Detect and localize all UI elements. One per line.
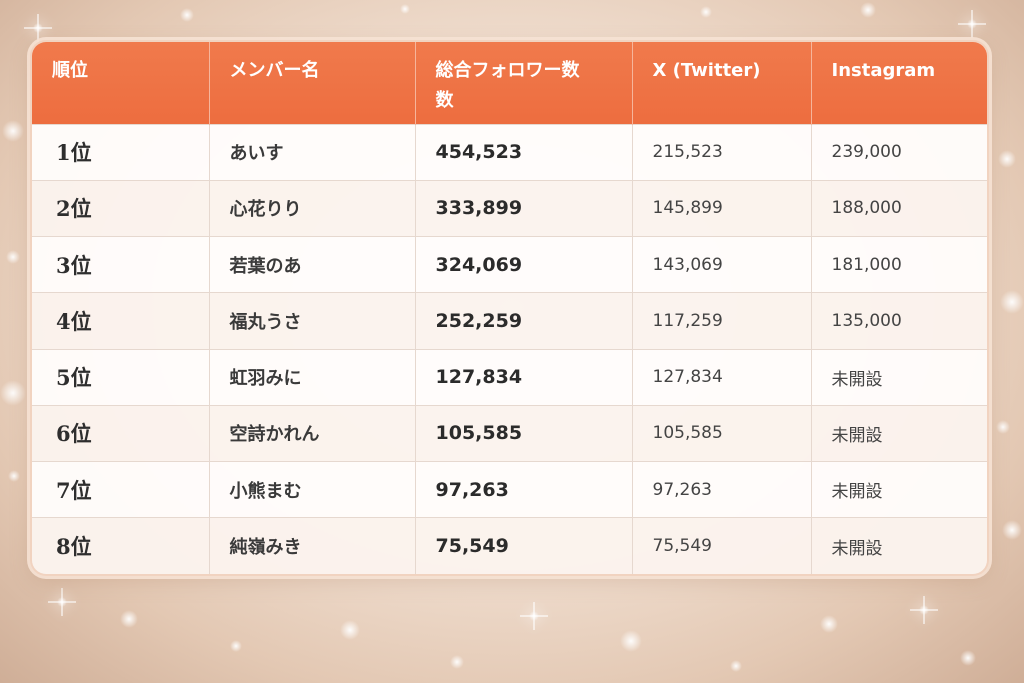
header-x-twitter: X (Twitter) <box>632 42 812 124</box>
member-name-cell: 空詩かれん <box>209 404 416 462</box>
sparkle-star-icon <box>910 596 938 624</box>
x-followers-cell: 105,585 <box>632 404 812 462</box>
table-row: 8位 純嶺みき 75,549 75,549 未開設 <box>32 517 987 574</box>
total-followers-cell: 252,259 <box>415 292 633 349</box>
table-row: 1位 あいす 454,523 215,523 239,000 <box>32 123 987 181</box>
total-followers-cell: 105,585 <box>415 404 633 462</box>
header-instagram: Instagram <box>811 42 987 124</box>
table-row: 7位 小熊まむ 97,263 97,263 未開設 <box>32 460 987 518</box>
table-row: 3位 若葉のあ 324,069 143,069 181,000 <box>32 235 987 293</box>
rank-cell: 3位 <box>32 235 210 293</box>
member-name-cell: 心花りり <box>209 179 416 237</box>
rank-cell: 8位 <box>32 517 210 574</box>
total-followers-cell: 324,069 <box>415 235 633 293</box>
rank-cell: 4位 <box>32 292 210 349</box>
total-followers-cell: 97,263 <box>415 460 633 518</box>
instagram-followers-cell: 135,000 <box>811 292 987 349</box>
instagram-followers-cell: 未開設 <box>811 404 987 462</box>
rank-cell: 2位 <box>32 179 210 237</box>
table-row: 5位 虹羽みに 127,834 127,834 未開設 <box>32 348 987 406</box>
instagram-followers-cell: 181,000 <box>811 235 987 293</box>
x-followers-cell: 127,834 <box>632 348 812 406</box>
member-name-cell: 虹羽みに <box>209 348 416 406</box>
x-followers-cell: 117,259 <box>632 292 812 349</box>
instagram-followers-cell: 未開設 <box>811 348 987 406</box>
header-member-name: メンバー名 <box>209 42 416 124</box>
x-followers-cell: 143,069 <box>632 235 812 293</box>
member-name-cell: 小熊まむ <box>209 460 416 518</box>
rank-cell: 6位 <box>32 404 210 462</box>
sparkle-star-icon <box>24 14 52 42</box>
instagram-followers-cell: 188,000 <box>811 179 987 237</box>
table-row: 4位 福丸うさ 252,259 117,259 135,000 <box>32 292 987 349</box>
rank-cell: 7位 <box>32 460 210 518</box>
ranking-table-card: 順位 メンバー名 総合フォロワー数数 X (Twitter) Instagram… <box>32 42 987 574</box>
member-name-cell: 純嶺みき <box>209 517 416 574</box>
total-followers-cell: 333,899 <box>415 179 633 237</box>
member-name-cell: あいす <box>209 123 416 181</box>
header-rank: 順位 <box>32 42 210 124</box>
sparkle-star-icon <box>48 588 76 616</box>
instagram-followers-cell: 239,000 <box>811 123 987 181</box>
rank-cell: 5位 <box>32 348 210 406</box>
header-total-followers: 総合フォロワー数数 <box>415 42 633 124</box>
table-row: 2位 心花りり 333,899 145,899 188,000 <box>32 179 987 237</box>
member-name-cell: 福丸うさ <box>209 292 416 349</box>
member-name-cell: 若葉のあ <box>209 235 416 293</box>
rank-cell: 1位 <box>32 123 210 181</box>
instagram-followers-cell: 未開設 <box>811 517 987 574</box>
instagram-followers-cell: 未開設 <box>811 460 987 518</box>
x-followers-cell: 97,263 <box>632 460 812 518</box>
x-followers-cell: 215,523 <box>632 123 812 181</box>
sparkle-star-icon <box>520 602 548 630</box>
total-followers-cell: 75,549 <box>415 517 633 574</box>
follower-ranking-table: 順位 メンバー名 総合フォロワー数数 X (Twitter) Instagram… <box>32 42 987 574</box>
total-followers-cell: 127,834 <box>415 348 633 406</box>
total-followers-cell: 454,523 <box>415 123 633 181</box>
sparkle-star-icon <box>958 10 986 38</box>
x-followers-cell: 145,899 <box>632 179 812 237</box>
x-followers-cell: 75,549 <box>632 517 812 574</box>
table-row: 6位 空詩かれん 105,585 105,585 未開設 <box>32 404 987 462</box>
table-header-row: 順位 メンバー名 総合フォロワー数数 X (Twitter) Instagram <box>32 42 987 124</box>
